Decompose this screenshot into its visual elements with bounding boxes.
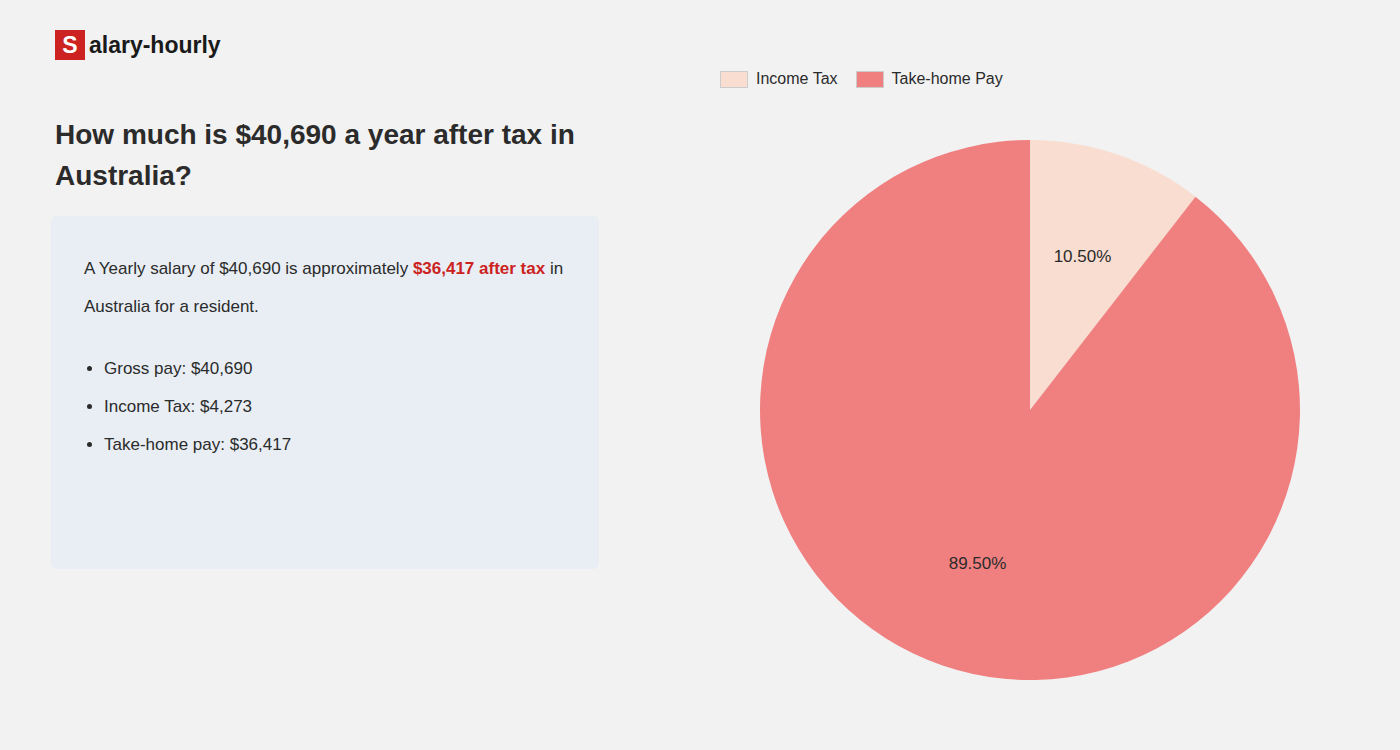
- bullet-item: Gross pay: $40,690: [104, 350, 291, 388]
- bullet-list: Gross pay: $40,690Income Tax: $4,273Take…: [84, 350, 291, 464]
- legend-label: Income Tax: [756, 70, 838, 88]
- logo: Salary-hourly: [55, 30, 221, 60]
- summary-segment: $36,417 after tax: [413, 259, 545, 278]
- legend-label: Take-home Pay: [892, 70, 1003, 88]
- legend-swatch: [856, 71, 884, 88]
- summary: A Yearly salary of $40,690 is approximat…: [84, 250, 584, 326]
- legend-item: Take-home Pay: [856, 70, 1003, 88]
- summary-segment: A Yearly salary of $40,690 is approximat…: [84, 259, 408, 278]
- legend-item: Income Tax: [720, 70, 838, 88]
- legend: Income Tax Take-home Pay: [720, 70, 1003, 88]
- slices: [760, 140, 1300, 680]
- legend-swatch: [720, 71, 748, 88]
- slice-labels: 10.50% 89.50%: [949, 247, 1112, 573]
- pie-chart: 10.50% 89.50%: [720, 110, 1340, 710]
- bullet-item: Take-home pay: $36,417: [104, 426, 291, 464]
- data-label: 89.50%: [949, 554, 1007, 573]
- title: How much is $40,690 a year after tax in …: [55, 115, 655, 196]
- pie-slice: [760, 140, 1300, 680]
- data-label: 10.50%: [1054, 247, 1112, 266]
- logo-text: alary-hourly: [89, 32, 221, 59]
- logo-mark: S: [55, 30, 85, 60]
- summary-line: Australia for a resident.: [84, 288, 584, 326]
- info-box: A Yearly salary of $40,690 is approximat…: [51, 216, 599, 569]
- page: {"chart_data": {"type": "pie", "title": …: [0, 0, 1400, 750]
- summary-line: A Yearly salary of $40,690 is approximat…: [84, 250, 584, 288]
- bullet-item: Income Tax: $4,273: [104, 388, 291, 426]
- summary-segment: in: [550, 259, 563, 278]
